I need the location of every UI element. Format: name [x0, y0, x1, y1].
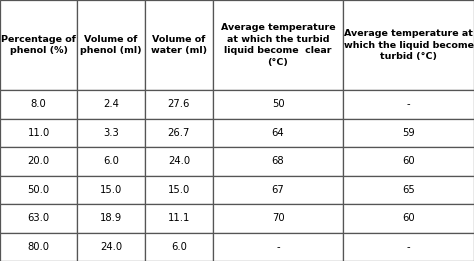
Text: 60: 60 [402, 156, 415, 166]
Text: Average temperature
at which the turbid
liquid become  clear
(°C): Average temperature at which the turbid … [221, 23, 335, 67]
Bar [0, 147, 77, 176]
Text: -: - [276, 242, 280, 252]
Text: 15.0: 15.0 [168, 185, 190, 195]
Bar [0, 204, 77, 233]
Text: 64: 64 [272, 128, 284, 138]
Text: 11.1: 11.1 [168, 213, 190, 223]
Bar [77, 147, 145, 176]
Text: 24.0: 24.0 [168, 156, 190, 166]
Text: 8.0: 8.0 [31, 99, 46, 109]
Bar [343, 90, 474, 118]
Text: Percentage of
phenol (%): Percentage of phenol (%) [1, 35, 76, 56]
Bar [145, 204, 213, 233]
Text: 80.0: 80.0 [27, 242, 50, 252]
Text: 60: 60 [402, 213, 415, 223]
Bar [213, 204, 343, 233]
Bar [0, 176, 77, 204]
Bar [0, 0, 77, 90]
Bar [213, 147, 343, 176]
Bar [213, 90, 343, 118]
Bar [145, 90, 213, 118]
Bar [145, 233, 213, 261]
Bar [77, 176, 145, 204]
Bar [0, 233, 77, 261]
Text: 27.6: 27.6 [168, 99, 190, 109]
Bar [77, 90, 145, 118]
Text: 18.9: 18.9 [100, 213, 122, 223]
Bar [0, 90, 77, 118]
Text: 24.0: 24.0 [100, 242, 122, 252]
Text: Volume of
phenol (ml): Volume of phenol (ml) [80, 35, 142, 56]
Text: 6.0: 6.0 [103, 156, 119, 166]
Bar [145, 176, 213, 204]
Bar [213, 0, 343, 90]
Text: Average temperature at
which the liquid become
turbid (°C): Average temperature at which the liquid … [344, 29, 474, 61]
Bar [343, 147, 474, 176]
Text: 2.4: 2.4 [103, 99, 119, 109]
Bar [343, 233, 474, 261]
Text: 11.0: 11.0 [27, 128, 50, 138]
Text: 67: 67 [272, 185, 284, 195]
Bar [77, 204, 145, 233]
Text: 68: 68 [272, 156, 284, 166]
Bar [213, 233, 343, 261]
Text: 26.7: 26.7 [168, 128, 190, 138]
Text: Volume of
water (ml): Volume of water (ml) [151, 35, 207, 56]
Bar [77, 233, 145, 261]
Text: 70: 70 [272, 213, 284, 223]
Bar [77, 118, 145, 147]
Bar [343, 118, 474, 147]
Text: 15.0: 15.0 [100, 185, 122, 195]
Bar [343, 0, 474, 90]
Bar [213, 176, 343, 204]
Text: 50.0: 50.0 [27, 185, 50, 195]
Text: 63.0: 63.0 [27, 213, 50, 223]
Bar [343, 204, 474, 233]
Bar [213, 118, 343, 147]
Bar [145, 147, 213, 176]
Text: -: - [407, 242, 410, 252]
Text: -: - [407, 99, 410, 109]
Bar [0, 118, 77, 147]
Text: 50: 50 [272, 99, 284, 109]
Text: 65: 65 [402, 185, 415, 195]
Text: 6.0: 6.0 [171, 242, 187, 252]
Text: 59: 59 [402, 128, 415, 138]
Bar [145, 0, 213, 90]
Bar [145, 118, 213, 147]
Bar [343, 176, 474, 204]
Bar [77, 0, 145, 90]
Text: 3.3: 3.3 [103, 128, 119, 138]
Text: 20.0: 20.0 [27, 156, 50, 166]
